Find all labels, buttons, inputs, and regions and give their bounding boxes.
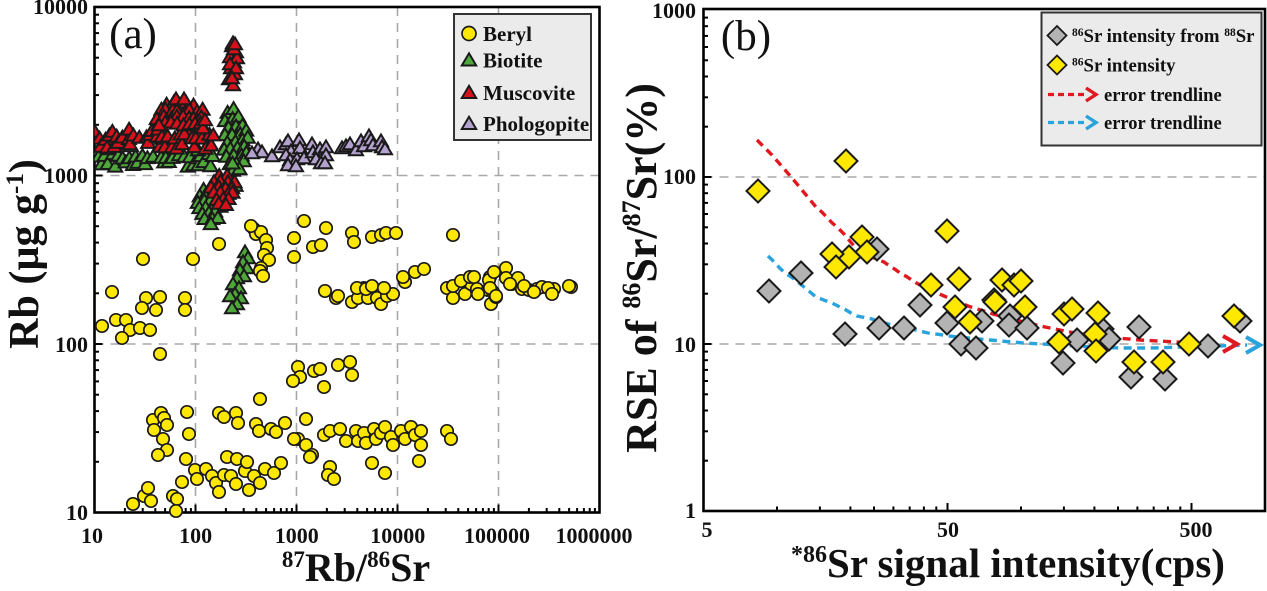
svg-text:50: 50 (937, 517, 959, 542)
svg-text:10: 10 (81, 523, 103, 548)
svg-text:error trendline: error trendline (1104, 86, 1222, 106)
svg-text:100: 100 (663, 164, 696, 189)
svg-text:RSE of 86Sr/87Sr(%): RSE of 86Sr/87Sr(%) (617, 83, 666, 453)
svg-text:error trendline: error trendline (1104, 114, 1222, 134)
svg-text:100000: 100000 (464, 523, 530, 548)
svg-text:10: 10 (66, 500, 88, 525)
svg-text:1000: 1000 (275, 523, 319, 548)
svg-text:Phologopite: Phologopite (483, 112, 589, 136)
svg-text:Biotite: Biotite (483, 49, 542, 73)
svg-text:1: 1 (685, 498, 696, 523)
svg-text:10000: 10000 (33, 0, 88, 19)
svg-text:(b): (b) (721, 13, 771, 60)
svg-text:87Rb/86Sr: 87Rb/86Sr (282, 545, 430, 586)
svg-text:5: 5 (702, 517, 713, 542)
svg-text:1000000: 1000000 (556, 523, 633, 548)
svg-text:100: 100 (55, 332, 88, 357)
svg-text:500: 500 (1180, 517, 1213, 542)
svg-text:10000: 10000 (370, 523, 425, 548)
svg-text:Muscovite: Muscovite (483, 81, 575, 105)
svg-text:10: 10 (674, 332, 696, 357)
svg-text:1000: 1000 (44, 163, 88, 188)
svg-text:Beryl: Beryl (483, 22, 532, 46)
svg-text:*86Sr signal intensity(cps): *86Sr signal intensity(cps) (791, 540, 1225, 586)
svg-text:(a): (a) (109, 11, 157, 58)
svg-text:86Sr intensity from 88Sr: 86Sr intensity from 88Sr (1072, 26, 1254, 47)
svg-text:100: 100 (179, 523, 212, 548)
svg-text:86Sr intensity: 86Sr intensity (1072, 56, 1176, 77)
svg-text:1000: 1000 (652, 0, 696, 23)
